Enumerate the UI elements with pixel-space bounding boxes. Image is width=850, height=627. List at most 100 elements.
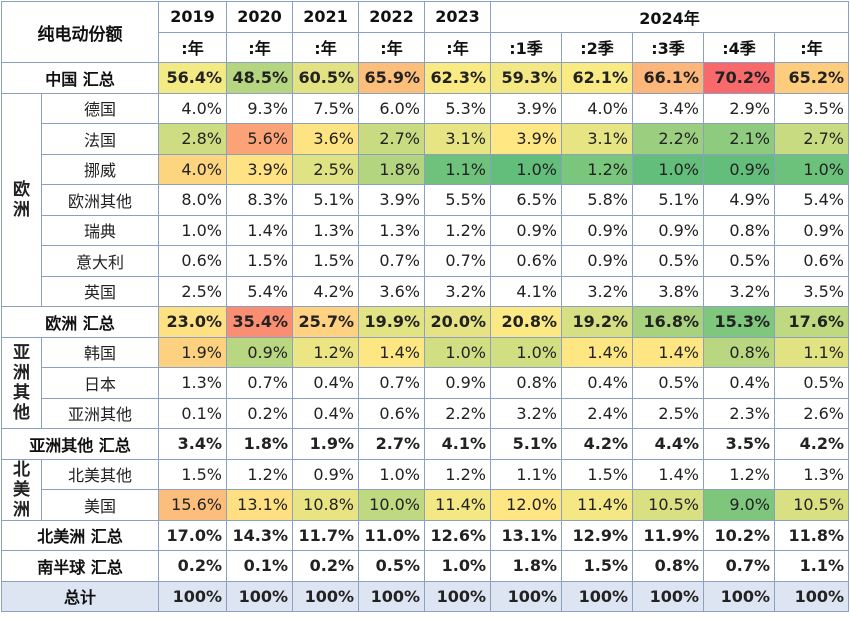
region-group-label: 亚洲其他	[1, 336, 42, 429]
value-cell: 35.4%	[226, 306, 293, 338]
value-cell: 3.5%	[773, 275, 850, 307]
value-cell: 100%	[773, 580, 850, 612]
value-cell: 1.8%	[358, 153, 425, 185]
country-label: 意大利	[41, 245, 159, 277]
value-cell: 0.1%	[158, 397, 227, 429]
value-cell: 5.6%	[226, 123, 293, 155]
value-cell: 0.1%	[226, 550, 293, 582]
value-cell: 2.6%	[773, 397, 850, 429]
value-cell: 3.9%	[490, 92, 562, 124]
value-cell: 8.0%	[158, 184, 227, 216]
column-period-header: :1季	[490, 31, 562, 63]
value-cell: 10.0%	[358, 489, 425, 521]
value-cell: 10.8%	[292, 489, 359, 521]
value-cell: 1.0%	[632, 153, 704, 185]
column-period-header: :年	[292, 31, 359, 63]
value-cell: 1.5%	[226, 245, 293, 277]
table-row: 法国 2.8% 5.6% 3.6% 2.7% 3.1% 3.9% 3.1% 2.2% 2.1% 2.…	[2, 123, 850, 155]
column-period-header: :年	[226, 31, 293, 63]
table-title: 纯电动份额	[1, 1, 159, 63]
value-cell: 2.5%	[158, 275, 227, 307]
country-label: 瑞典	[41, 214, 159, 246]
value-cell: 0.9%	[424, 367, 491, 399]
value-cell: 0.4%	[292, 367, 359, 399]
value-cell: 11.0%	[358, 519, 425, 551]
value-cell: 3.9%	[358, 184, 425, 216]
value-cell: 3.2%	[490, 397, 562, 429]
value-cell: 3.5%	[773, 92, 850, 124]
column-year-header: 2023	[424, 1, 491, 33]
country-label: 韩国	[41, 336, 159, 368]
value-cell: 1.0%	[424, 336, 491, 368]
value-cell: 3.2%	[703, 275, 775, 307]
column-year-header: 2019	[158, 1, 227, 33]
country-label: 美国	[41, 489, 159, 521]
value-cell: 0.8%	[703, 214, 775, 246]
table-row: 北美洲北美其他 1.5% 1.2% 0.9% 1.0% 1.2% 1.1% 1.5% 1.4% 1…	[1, 458, 850, 521]
value-cell: 0.7%	[226, 367, 293, 399]
value-cell: 2.1%	[703, 123, 775, 155]
column-period-header: :年	[158, 31, 227, 63]
value-cell: 66.1%	[632, 62, 704, 94]
value-cell: 0.9%	[561, 245, 633, 277]
value-cell: 5.1%	[292, 184, 359, 216]
value-cell: 10.5%	[632, 489, 704, 521]
table-row: 亚洲其他韩国 1.9% 0.9% 1.2% 1.4% 1.0% 1.0% 1.4% 1.4% 0.…	[1, 336, 850, 429]
value-cell: 0.5%	[703, 245, 775, 277]
country-label: 欧洲其他	[41, 184, 159, 216]
value-cell: 0.9%	[632, 214, 704, 246]
value-cell: 100%	[561, 580, 633, 612]
value-cell: 1.0%	[424, 550, 491, 582]
value-cell: 20.8%	[490, 306, 562, 338]
value-cell: 9.0%	[703, 489, 775, 521]
value-cell: 23.0%	[158, 306, 227, 338]
value-cell: 1.2%	[292, 336, 359, 368]
value-cell: 3.2%	[424, 275, 491, 307]
value-cell: 11.7%	[292, 519, 359, 551]
table-row: 总计 100% 100% 100% 100% 100% 100% 100% 100% 100% 10…	[1, 580, 850, 612]
column-year-header: 2021	[292, 1, 359, 33]
value-cell: 19.9%	[358, 306, 425, 338]
summary-label: 欧洲 汇总	[1, 306, 159, 338]
value-cell: 4.2%	[292, 275, 359, 307]
value-cell: 0.4%	[292, 397, 359, 429]
value-cell: 0.6%	[773, 245, 850, 277]
value-cell: 2.7%	[358, 123, 425, 155]
value-cell: 1.0%	[358, 458, 425, 490]
value-cell: 0.9%	[292, 458, 359, 490]
value-cell: 0.9%	[773, 214, 850, 246]
value-cell: 1.5%	[158, 458, 227, 490]
value-cell: 2.3%	[703, 397, 775, 429]
value-cell: 3.6%	[292, 123, 359, 155]
country-label: 英国	[41, 275, 159, 307]
value-cell: 1.4%	[561, 336, 633, 368]
value-cell: 0.7%	[424, 245, 491, 277]
value-cell: 4.9%	[703, 184, 775, 216]
value-cell: 0.5%	[632, 367, 704, 399]
value-cell: 1.9%	[292, 428, 359, 460]
value-cell: 3.8%	[632, 275, 704, 307]
value-cell: 13.1%	[490, 519, 562, 551]
value-cell: 1.2%	[703, 458, 775, 490]
region-group-label: 北美洲	[1, 458, 42, 521]
value-cell: 0.6%	[158, 245, 227, 277]
value-cell: 14.3%	[226, 519, 293, 551]
value-cell: 70.2%	[703, 62, 775, 94]
column-period-header: :3季	[632, 31, 704, 63]
value-cell: 65.9%	[358, 62, 425, 94]
value-cell: 2.2%	[424, 397, 491, 429]
value-cell: 1.5%	[561, 458, 633, 490]
value-cell: 0.2%	[158, 550, 227, 582]
value-cell: 25.7%	[292, 306, 359, 338]
value-cell: 0.4%	[561, 367, 633, 399]
value-cell: 7.5%	[292, 92, 359, 124]
table-row: 美国 15.6% 13.1% 10.8% 10.0% 11.4% 12.0% 11.4% 10.…	[2, 489, 850, 521]
value-cell: 100%	[358, 580, 425, 612]
value-cell: 1.2%	[424, 214, 491, 246]
value-cell: 1.0%	[158, 214, 227, 246]
value-cell: 2.8%	[158, 123, 227, 155]
value-cell: 2.4%	[561, 397, 633, 429]
value-cell: 16.8%	[632, 306, 704, 338]
column-period-header: :年	[424, 31, 491, 63]
value-cell: 5.5%	[424, 184, 491, 216]
